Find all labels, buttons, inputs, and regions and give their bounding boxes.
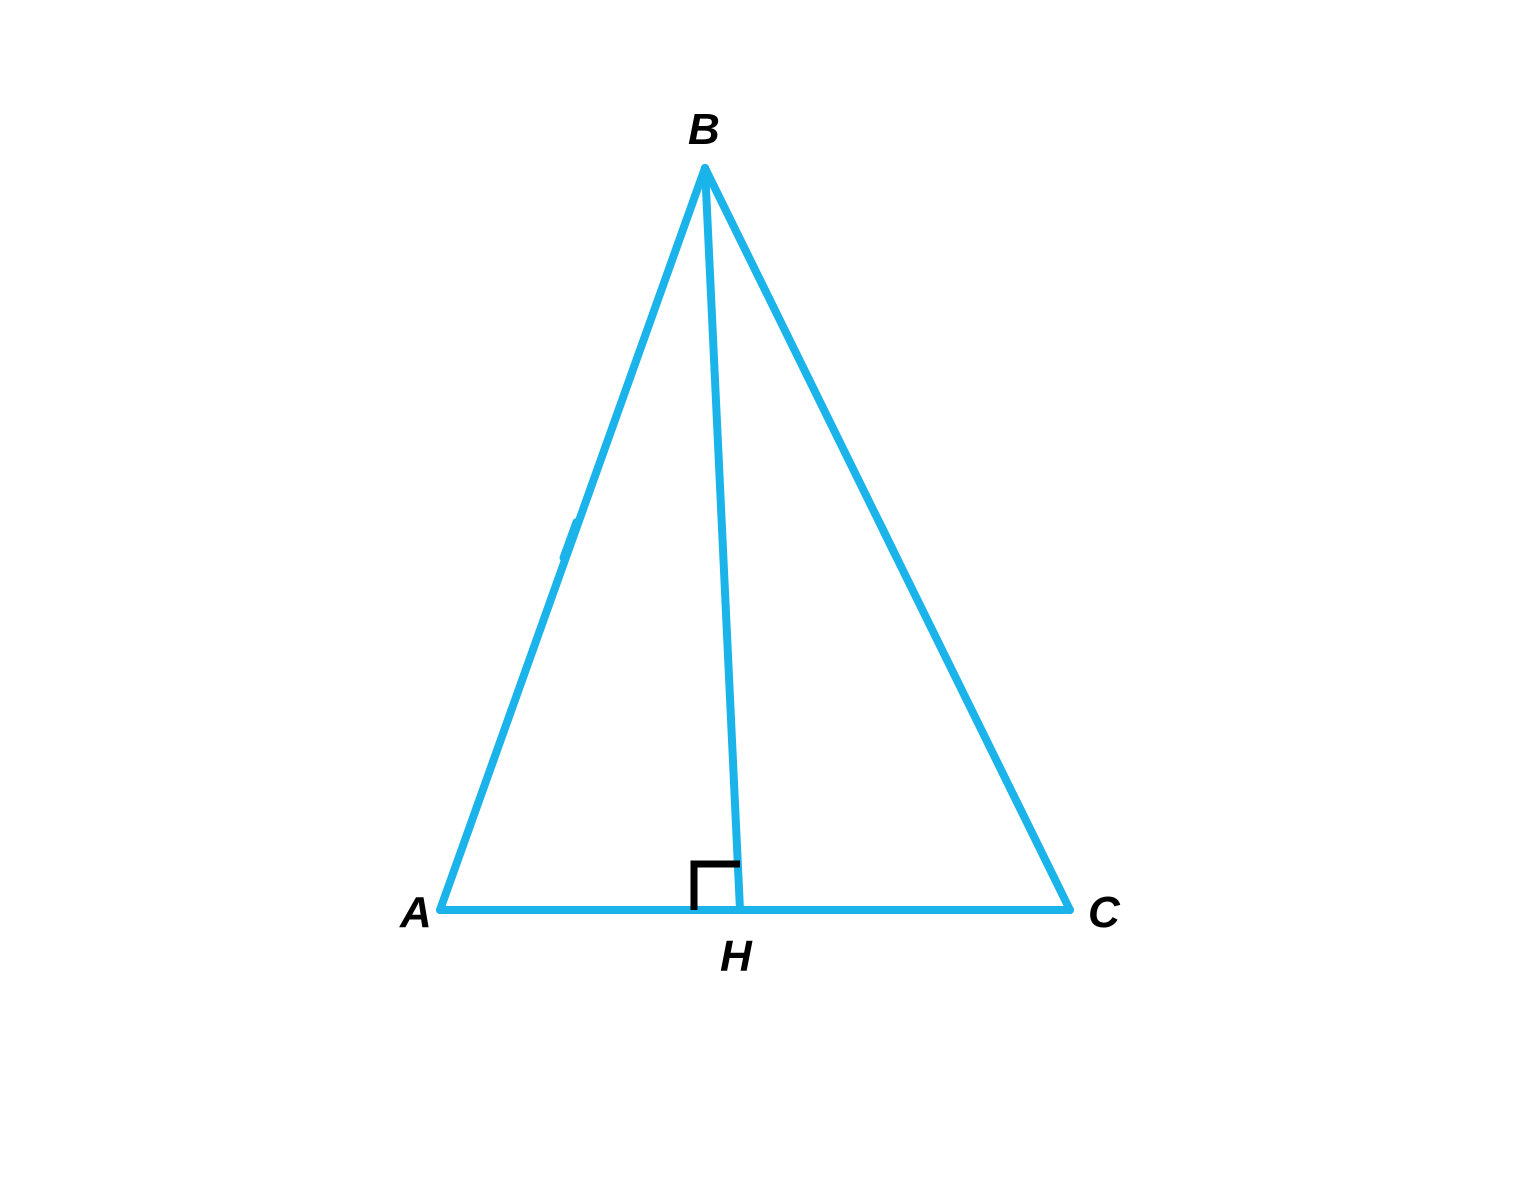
label-c: C <box>1088 888 1120 938</box>
tick-bc <box>880 523 897 557</box>
label-h: H <box>720 932 752 982</box>
label-a: A <box>400 888 432 938</box>
label-b: B <box>688 105 720 155</box>
right-angle-marker <box>694 864 740 910</box>
edge-bh <box>705 168 740 910</box>
triangle-diagram: A B C H <box>0 0 1536 1179</box>
triangle-svg <box>0 0 1536 1179</box>
